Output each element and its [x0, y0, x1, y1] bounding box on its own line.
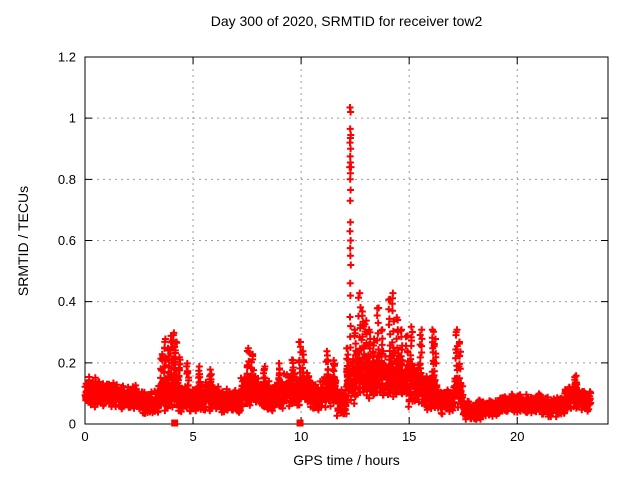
- y-tick-label-0.4: 0.4: [58, 294, 76, 309]
- y-tick-label-0.6: 0.6: [58, 233, 76, 248]
- y-tick-label-0.2: 0.2: [58, 355, 76, 370]
- zero-square-marker: [171, 419, 179, 427]
- plot-border: [84, 56, 609, 425]
- grid-lines: [85, 57, 608, 424]
- data-points: [81, 104, 595, 423]
- chart-title: Day 300 of 2020, SRMTID for receiver tow…: [210, 13, 483, 29]
- x-axis-label: GPS time / hours: [293, 452, 400, 468]
- y-tick-label-1: 1: [69, 111, 76, 126]
- x-tick-label-20: 20: [510, 429, 524, 444]
- y-tick-label-0.8: 0.8: [58, 172, 76, 187]
- y-tick-label-0: 0: [69, 417, 76, 432]
- y-tick-label-1.2: 1.2: [58, 50, 76, 65]
- x-tick-label-10: 10: [294, 429, 308, 444]
- x-tick-label-15: 15: [402, 429, 416, 444]
- x-tick-label-5: 5: [189, 429, 196, 444]
- zero-square-marker: [296, 419, 304, 427]
- x-tick-label-0: 0: [81, 429, 88, 444]
